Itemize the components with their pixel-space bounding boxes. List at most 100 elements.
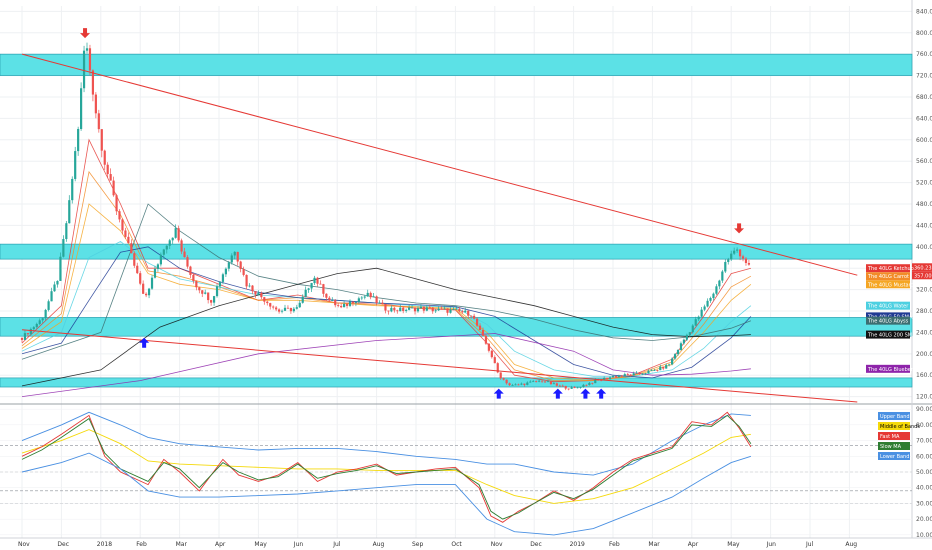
candle-body xyxy=(277,309,281,312)
candle-body xyxy=(608,377,612,379)
candle-body xyxy=(342,303,346,308)
candle-body xyxy=(653,370,656,371)
candle-body xyxy=(579,387,582,388)
candle-body xyxy=(357,298,360,302)
candle-body xyxy=(718,280,721,287)
indicator-line xyxy=(21,138,752,383)
candle-body xyxy=(112,180,115,196)
candle-body xyxy=(242,268,245,275)
candle-body xyxy=(328,297,331,301)
indicator-tag-label: The 40LG Abyss xyxy=(867,319,909,325)
candle-body xyxy=(201,290,204,294)
candle-body xyxy=(496,363,499,373)
price-tick-label: 160.00 xyxy=(916,372,932,379)
candle-body xyxy=(555,383,558,386)
candle-body xyxy=(656,370,659,371)
indicator-tag xyxy=(866,312,910,321)
candle-body xyxy=(239,261,242,269)
date-tick-label: Jul xyxy=(332,541,341,548)
candle-body xyxy=(626,374,629,375)
candle-body xyxy=(443,308,446,310)
candle-body xyxy=(56,280,59,285)
candle-body xyxy=(106,164,109,175)
candle-body xyxy=(313,277,316,284)
candle-body xyxy=(316,277,319,284)
candle-body xyxy=(623,374,626,376)
candle-body xyxy=(91,70,95,95)
support-resistance-zone xyxy=(0,243,913,260)
candle-body xyxy=(641,373,644,375)
support-resistance-zone xyxy=(0,317,913,337)
candle-body xyxy=(552,383,555,385)
candle-body xyxy=(280,310,284,312)
price-tick-label: 560.00 xyxy=(916,158,932,165)
oscillator-legend-label: Slow MA xyxy=(880,444,902,450)
candle-body xyxy=(603,377,606,381)
oscillator-legend-tag xyxy=(878,442,910,450)
candle-body xyxy=(499,372,502,379)
price-tick-label: 680.00 xyxy=(916,94,932,101)
candle-body xyxy=(484,335,488,344)
candle-body xyxy=(543,381,547,383)
candle-body xyxy=(505,379,508,384)
candle-body xyxy=(233,251,236,256)
candle-body xyxy=(511,385,514,386)
candle-body xyxy=(248,285,251,287)
support-resistance-zone xyxy=(0,53,913,76)
zones-layer xyxy=(0,53,913,388)
date-tick-label: Jun xyxy=(293,541,304,548)
candle-body xyxy=(171,237,174,241)
candle-body xyxy=(582,384,585,388)
candle-body xyxy=(354,301,358,303)
candle-body xyxy=(709,298,712,301)
arrows-layer xyxy=(80,28,745,399)
candle-body xyxy=(162,249,165,255)
indicator-line xyxy=(21,333,751,397)
oscillator-tick-label: 30.00 xyxy=(916,500,932,507)
date-tick-label: May xyxy=(727,541,740,548)
candle-body xyxy=(446,308,449,313)
candle-body xyxy=(378,302,381,304)
oscillator-axis: 90.00 80.00 70.00 60.00 50.00 40.00 30.00 20.00… xyxy=(916,406,932,539)
candle-body xyxy=(351,301,355,303)
candle-body xyxy=(159,254,162,265)
candle-body xyxy=(319,283,322,285)
date-tick-label: Oct xyxy=(451,541,462,548)
trendline xyxy=(21,329,858,403)
candle-body xyxy=(180,240,183,252)
candle-body xyxy=(384,304,387,311)
candle-body xyxy=(322,284,325,294)
candle-body xyxy=(109,174,112,181)
indicator-tag xyxy=(866,264,910,273)
candle-body xyxy=(461,311,464,313)
price-tick-label: 640.00 xyxy=(916,115,932,122)
candle-body xyxy=(700,309,703,317)
candle-body xyxy=(576,387,579,389)
date-tick-label: Apr xyxy=(215,541,226,548)
candle-body xyxy=(153,268,157,278)
price-tag xyxy=(912,271,932,280)
candle-body xyxy=(650,370,653,372)
candle-body xyxy=(41,318,44,321)
candle-body xyxy=(673,354,677,359)
indicator-tag-label: The 40LG 200 SMA xyxy=(867,333,916,339)
price-tick-label: 520.00 xyxy=(916,180,932,187)
oscillator-line xyxy=(21,452,752,536)
candle-body xyxy=(68,200,71,224)
candle-body xyxy=(325,293,328,298)
candle-body xyxy=(195,281,198,288)
price-tick-label: 240.00 xyxy=(916,329,932,336)
oscillator-line xyxy=(21,411,751,476)
candle-body xyxy=(345,303,349,306)
price-tick-label: 440.00 xyxy=(916,222,932,229)
candle-body xyxy=(133,253,136,266)
candle-body xyxy=(508,383,511,386)
candle-body xyxy=(127,236,130,244)
candle-body xyxy=(738,249,742,257)
candle-body xyxy=(647,370,650,374)
candle-body xyxy=(74,151,77,179)
candle-body xyxy=(301,296,304,303)
candle-body xyxy=(310,283,313,289)
price-tick-label: 840.00 xyxy=(916,8,932,15)
candle-body xyxy=(94,94,97,114)
